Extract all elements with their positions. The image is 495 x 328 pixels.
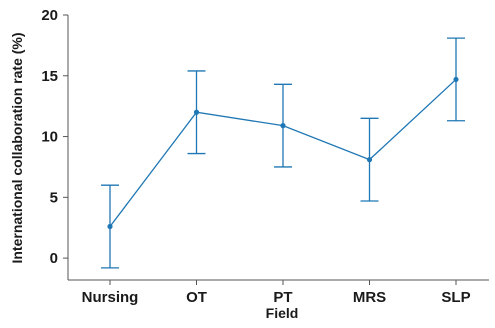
y-ticks: 0 5 10 15 20 [41, 7, 68, 267]
data-point [366, 157, 373, 163]
y-tick-label: 0 [50, 250, 58, 267]
y-tick-label: 15 [41, 68, 58, 85]
y-tick-label: 20 [41, 7, 58, 24]
x-axis-label: Field [266, 305, 299, 321]
x-ticks: Nursing OT PT MRS SLP [82, 280, 471, 306]
y-tick-label: 10 [41, 129, 58, 146]
data-point [193, 109, 200, 115]
data-point [280, 123, 286, 129]
data-point [453, 76, 459, 83]
x-tick-label: PT [273, 289, 292, 306]
y-tick-label: 5 [50, 189, 58, 206]
x-tick-label: Nursing [82, 289, 139, 306]
axes [67, 15, 489, 281]
x-tick-label: SLP [441, 289, 470, 306]
x-tick-label: MRS [353, 289, 386, 306]
series-group [101, 37, 465, 269]
y-axis-label: International collaboration rate (%) [9, 32, 25, 263]
data-point [107, 223, 113, 230]
x-tick-label: OT [186, 289, 207, 306]
